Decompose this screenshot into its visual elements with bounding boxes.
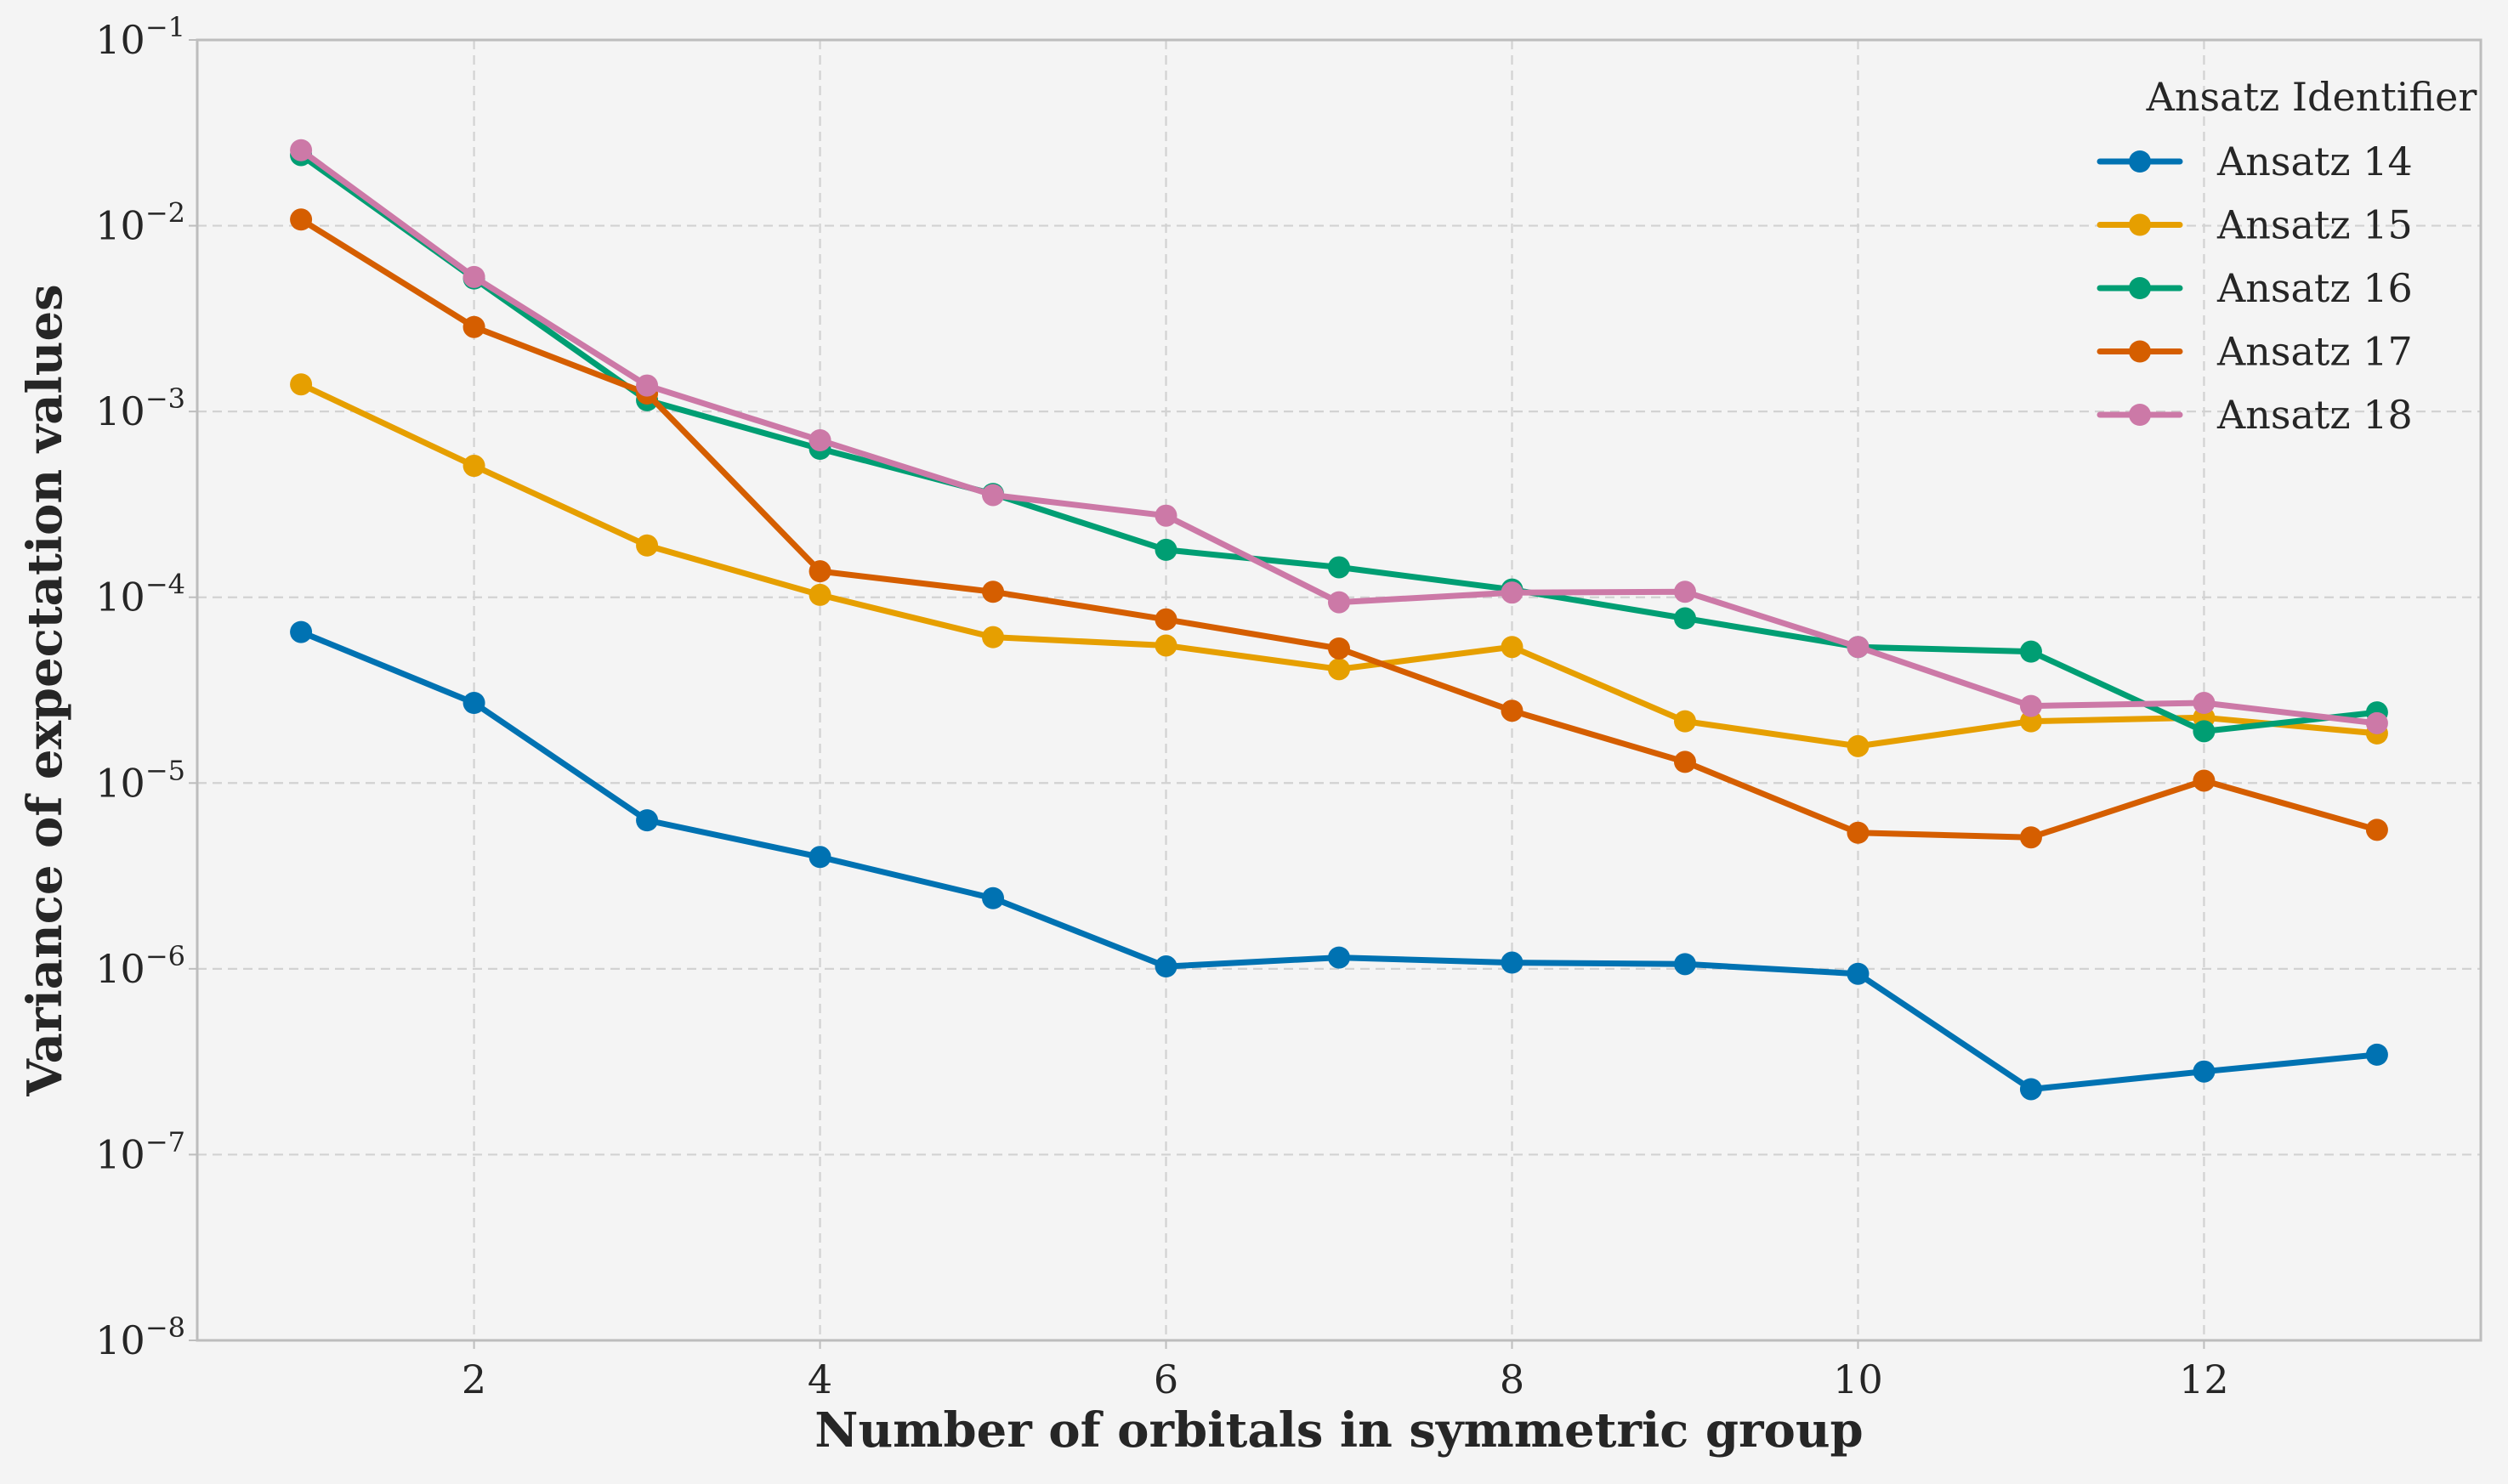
data-point — [1847, 821, 1870, 844]
x-axis-title: Number of orbitals in symmetric group — [814, 1402, 1863, 1459]
data-point — [1328, 946, 1350, 969]
data-point — [1501, 581, 1524, 604]
data-point — [2365, 1043, 2388, 1066]
data-point — [636, 534, 659, 557]
data-point — [1673, 710, 1696, 733]
legend-entries: Ansatz 14 Ansatz 15 Ansatz 16 Ansatz 17 Ansa… — [2097, 139, 2413, 438]
y-tick-label: 10−4 — [95, 569, 185, 620]
x-tick-label: 10 — [1833, 1357, 1883, 1402]
data-point — [2019, 1078, 2042, 1101]
data-point — [1328, 556, 1350, 579]
data-point — [809, 846, 831, 869]
data-point — [2019, 710, 2042, 733]
data-point — [1155, 608, 1177, 631]
data-point — [1501, 951, 1524, 974]
data-point — [1847, 962, 1870, 985]
data-point — [982, 626, 1005, 649]
legend-swatch-marker — [2129, 404, 2151, 426]
y-tick-label: 10−7 — [95, 1125, 185, 1177]
x-gridlines — [473, 40, 2205, 1340]
data-point — [1847, 734, 1870, 757]
legend-label: Ansatz 18 — [2216, 392, 2413, 438]
x-tick-label: 8 — [1500, 1357, 1524, 1402]
data-point — [462, 692, 485, 715]
data-point — [1155, 538, 1177, 561]
data-point — [2193, 1060, 2216, 1083]
data-point — [1673, 953, 1696, 976]
legend-item: Ansatz 16 — [2097, 265, 2413, 311]
data-point — [290, 208, 313, 231]
data-point — [1673, 607, 1696, 630]
data-point — [290, 620, 313, 643]
data-point — [2365, 711, 2388, 734]
plot-area — [197, 40, 2481, 1340]
x-tick-label: 4 — [808, 1357, 832, 1402]
data-point — [1847, 636, 1870, 659]
data-point — [290, 373, 313, 396]
legend-label: Ansatz 17 — [2216, 329, 2413, 375]
data-point — [290, 139, 313, 161]
x-tick-label: 6 — [1154, 1357, 1178, 1402]
data-point — [2365, 818, 2388, 841]
legend-label: Ansatz 15 — [2216, 202, 2413, 248]
legend-swatch-marker — [2129, 213, 2151, 236]
x-tick-label: 2 — [462, 1357, 486, 1402]
legend-swatch-marker — [2129, 340, 2151, 363]
legend-item: Ansatz 18 — [2097, 392, 2413, 438]
series-5 — [290, 139, 2388, 734]
y-tick-label: 10−6 — [95, 940, 185, 992]
data-point — [1155, 504, 1177, 527]
y-tick-label: 10−1 — [95, 11, 185, 63]
legend-swatch-marker — [2129, 150, 2151, 173]
legend-label: Ansatz 14 — [2216, 139, 2413, 184]
data-point — [809, 583, 831, 606]
data-point — [982, 886, 1005, 909]
x-tick-label: 12 — [2179, 1357, 2229, 1402]
data-point — [1155, 955, 1177, 978]
data-point — [1501, 636, 1524, 659]
x-axis-ticks: 2 4 6 8 10 12 — [462, 1340, 2229, 1402]
legend-item: Ansatz 17 — [2097, 329, 2413, 375]
data-point — [462, 265, 485, 288]
data-point — [1328, 637, 1350, 660]
data-point — [2193, 720, 2216, 743]
data-point — [462, 315, 485, 338]
data-point — [982, 581, 1005, 603]
data-point — [636, 809, 659, 832]
legend-swatch-marker — [2129, 277, 2151, 299]
data-point — [2019, 694, 2042, 717]
y-axis-ticks: 10−8 10−7 10−6 10−5 10−4 10−3 10−2 10−1 — [95, 11, 197, 1363]
series-layer — [290, 139, 2388, 1101]
y-tick-label: 10−3 — [95, 382, 185, 434]
data-point — [2193, 692, 2216, 715]
data-point — [982, 484, 1005, 507]
legend-label: Ansatz 16 — [2216, 265, 2413, 311]
plot-frame — [196, 38, 2482, 1342]
data-point — [1155, 634, 1177, 657]
series-1 — [290, 620, 2388, 1101]
data-point — [809, 429, 831, 451]
data-point — [2193, 769, 2216, 792]
y-tick-label: 10−8 — [95, 1311, 185, 1363]
y-tick-label: 10−5 — [95, 754, 185, 806]
data-point — [1501, 700, 1524, 722]
legend-item: Ansatz 15 — [2097, 202, 2413, 248]
data-point — [1328, 591, 1350, 614]
data-point — [2019, 826, 2042, 849]
data-point — [1328, 658, 1350, 681]
data-point — [1673, 750, 1696, 773]
data-point — [2019, 640, 2042, 663]
legend-item: Ansatz 14 — [2097, 139, 2413, 184]
legend-title: Ansatz Identifier — [2146, 74, 2477, 120]
data-point — [636, 374, 659, 397]
data-point — [462, 455, 485, 478]
data-point — [1673, 581, 1696, 603]
y-tick-label: 10−2 — [95, 197, 185, 249]
data-point — [809, 560, 831, 583]
y-axis-title: Variance of expectation values — [17, 284, 73, 1096]
